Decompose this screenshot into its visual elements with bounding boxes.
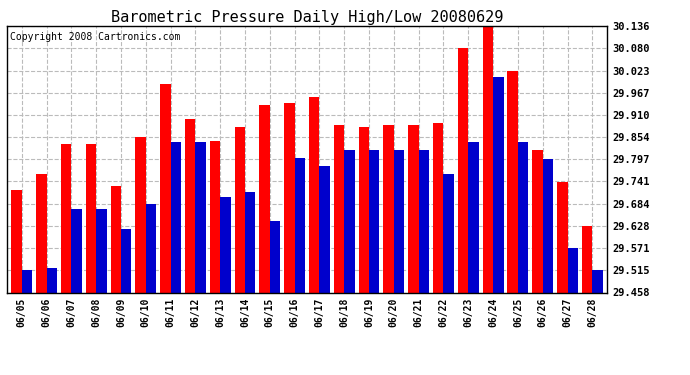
Bar <box>592 270 603 292</box>
Bar <box>394 150 404 292</box>
Bar <box>96 209 107 292</box>
Bar <box>121 229 131 292</box>
Bar <box>245 192 255 292</box>
Bar <box>493 77 504 292</box>
Bar <box>220 198 230 292</box>
Bar <box>110 186 121 292</box>
Bar <box>47 268 57 292</box>
Title: Barometric Pressure Daily High/Low 20080629: Barometric Pressure Daily High/Low 20080… <box>111 10 503 25</box>
Bar <box>557 182 567 292</box>
Bar <box>408 125 419 292</box>
Bar <box>483 26 493 292</box>
Bar <box>170 142 181 292</box>
Bar <box>344 150 355 292</box>
Bar <box>71 209 82 292</box>
Bar <box>419 150 429 292</box>
Bar <box>359 127 369 292</box>
Bar <box>160 84 170 292</box>
Text: Copyright 2008 Cartronics.com: Copyright 2008 Cartronics.com <box>10 32 180 42</box>
Bar <box>309 98 319 292</box>
Bar <box>259 105 270 292</box>
Bar <box>433 123 444 292</box>
Bar <box>295 158 305 292</box>
Bar <box>319 166 330 292</box>
Bar <box>469 142 479 292</box>
Bar <box>235 127 245 292</box>
Bar <box>567 248 578 292</box>
Bar <box>146 204 156 292</box>
Bar <box>532 150 543 292</box>
Bar <box>334 125 344 292</box>
Bar <box>86 144 96 292</box>
Bar <box>22 270 32 292</box>
Bar <box>582 226 592 292</box>
Bar <box>270 221 280 292</box>
Bar <box>518 142 529 292</box>
Bar <box>195 142 206 292</box>
Bar <box>11 190 22 292</box>
Bar <box>135 136 146 292</box>
Bar <box>185 119 195 292</box>
Bar <box>210 141 220 292</box>
Bar <box>507 70 518 292</box>
Bar <box>458 48 469 292</box>
Bar <box>543 159 553 292</box>
Bar <box>284 103 295 292</box>
Bar <box>36 174 47 292</box>
Bar <box>384 125 394 292</box>
Bar <box>61 144 71 292</box>
Bar <box>444 174 454 292</box>
Bar <box>369 150 380 292</box>
